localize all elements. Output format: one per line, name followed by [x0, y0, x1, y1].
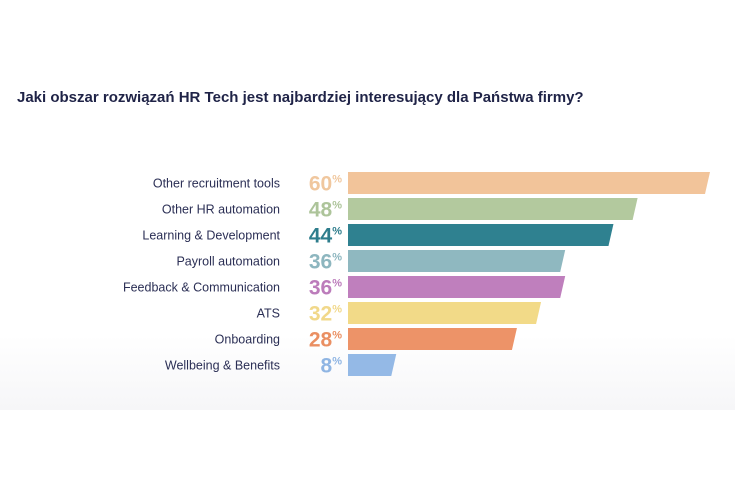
category-label: Other recruitment tools: [153, 177, 280, 191]
category-label: Onboarding: [215, 333, 280, 347]
bar-2: [348, 224, 614, 246]
bar-6: [348, 328, 517, 350]
category-label: ATS: [257, 307, 280, 321]
category-label: Learning & Development: [142, 229, 280, 243]
value-label: 32%: [309, 303, 342, 326]
category-label: Payroll automation: [176, 255, 280, 269]
bar-4: [348, 276, 566, 298]
value-label: 44%: [309, 225, 342, 248]
chart-title: Jaki obszar rozwiązań HR Tech jest najba…: [17, 89, 584, 106]
bar-7: [348, 354, 397, 376]
bar-1: [348, 198, 638, 220]
category-label: Other HR automation: [162, 203, 280, 217]
value-label: 48%: [309, 199, 342, 222]
value-label: 60%: [309, 173, 342, 196]
value-label: 36%: [309, 277, 342, 300]
value-label: 28%: [309, 329, 342, 352]
category-label: Wellbeing & Benefits: [165, 359, 280, 373]
bar-5: [348, 302, 542, 324]
bar-3: [348, 250, 566, 272]
value-label: 8%: [321, 355, 343, 378]
bar-0: [348, 172, 710, 194]
value-label: 36%: [309, 251, 342, 274]
category-label: Feedback & Communication: [123, 281, 280, 295]
